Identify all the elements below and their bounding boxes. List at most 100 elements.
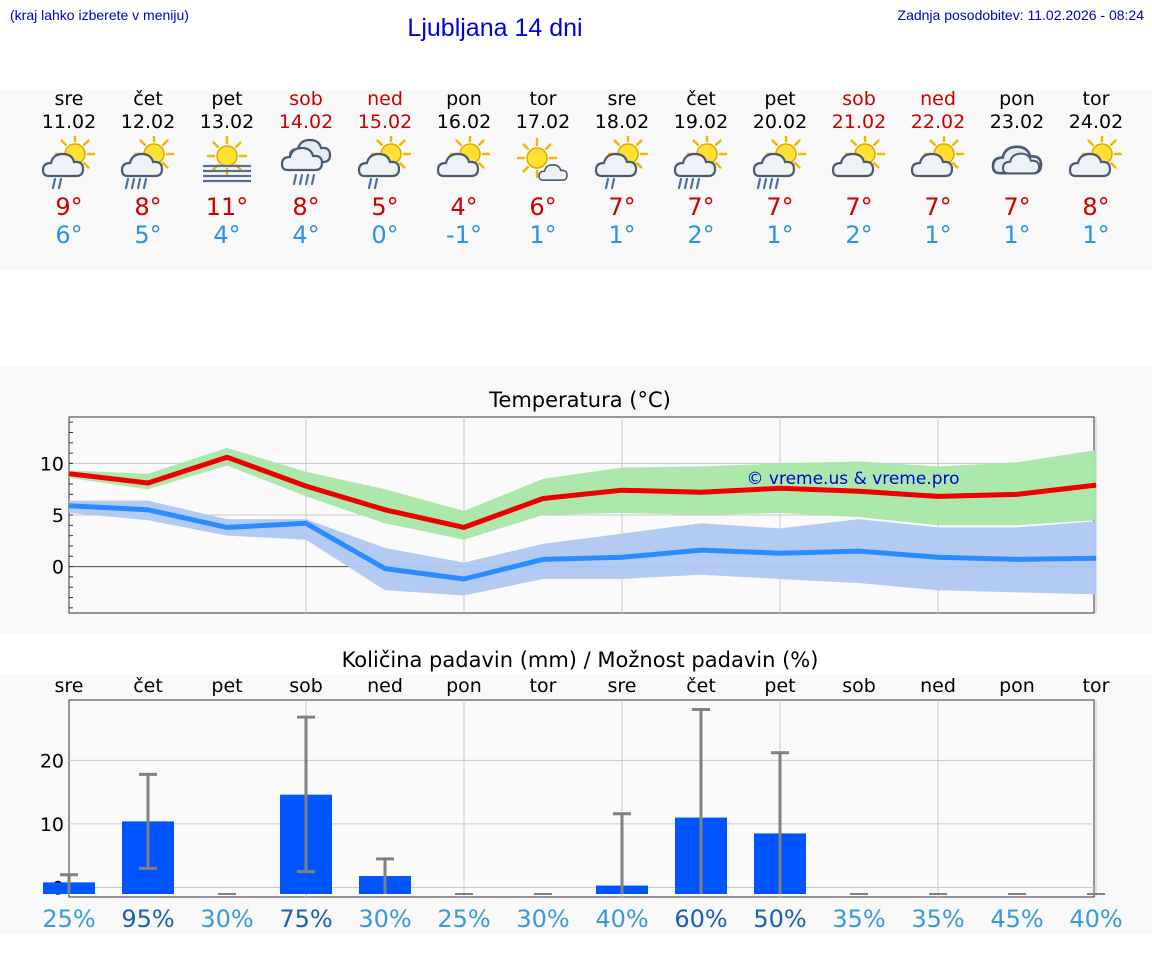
forecast-day: čet 19.02 7° 2° (661, 88, 741, 249)
min-temp: 0° (371, 221, 399, 249)
last-update: Zadnja posodobitev: 11.02.2026 - 08:24 (897, 7, 1144, 23)
forecast-day: ned 15.02 5° 0° (345, 88, 425, 249)
forecast-day: pet 20.02 7° 1° (740, 88, 820, 249)
forecast-day: sob 21.02 7° 2° (819, 88, 899, 249)
max-temp: 8° (1082, 193, 1110, 221)
precip-probability: 30% (200, 905, 253, 933)
date-label: 13.02 (199, 111, 255, 133)
min-temp: 1° (766, 221, 794, 249)
x-tick-label: pon (999, 675, 1035, 697)
date-label: 18.02 (594, 111, 650, 133)
min-temp: 1° (1003, 221, 1031, 249)
forecast-day: ned 22.02 7° 1° (898, 88, 978, 249)
precip-probability: 45% (990, 905, 1043, 933)
min-temp: 4° (213, 221, 241, 249)
date-label: 12.02 (120, 111, 176, 133)
date-label: 19.02 (673, 111, 729, 133)
x-tick-label: sre (608, 675, 637, 697)
x-tick-label: tor (1083, 675, 1110, 697)
max-temp: 11° (205, 193, 249, 221)
x-tick-label: sob (289, 675, 323, 697)
precip-probability: 95% (121, 905, 174, 933)
min-temp: 1° (608, 221, 636, 249)
sun-cloud-heavy-rain-icon (740, 136, 820, 192)
date-label: 20.02 (752, 111, 808, 133)
weekday-label: sob (289, 88, 323, 110)
x-tick-label: ned (367, 675, 403, 697)
max-temp: 7° (1003, 193, 1031, 221)
precip-probability: 25% (42, 905, 95, 933)
sun-fog-icon (187, 136, 267, 192)
max-temp: 7° (687, 193, 715, 221)
forecast-day: pon 23.02 7° 1° (977, 88, 1057, 249)
date-label: 11.02 (41, 111, 97, 133)
y-tick-label: 10 (40, 453, 64, 475)
precip-probability: 40% (595, 905, 648, 933)
precip-probability: 30% (358, 905, 411, 933)
x-tick-label: čet (686, 675, 716, 697)
weekday-label: sre (607, 88, 637, 110)
max-temp-line (68, 454, 1097, 530)
forecast-day: pon 16.02 4° -1° (424, 88, 504, 249)
min-temp: 2° (687, 221, 715, 249)
date-label: 15.02 (357, 111, 413, 133)
sun-cloud-icon (898, 136, 978, 192)
min-temp: 2° (845, 221, 873, 249)
precip-probability: 75% (279, 905, 332, 933)
precipitation-chart-title: Količina padavin (mm) / Možnost padavin … (341, 648, 819, 672)
forecast-day: sob 14.02 8° 4° (266, 88, 346, 249)
precip-probability: 40% (1069, 905, 1122, 933)
weekday-label: ned (920, 88, 956, 110)
sun-cloud-rain-icon (582, 136, 662, 192)
forecast-day: sre 11.02 9° 6° (29, 88, 109, 249)
max-temp: 5° (371, 193, 399, 221)
precip-probability: 60% (674, 905, 727, 933)
location-hint: (kraj lahko izberete v meniju) (10, 7, 189, 23)
precip-probability: 35% (911, 905, 964, 933)
precipitation-chart: sre čet pet sob ned pon tor sre čet pet sob ned pon t… (40, 675, 1123, 933)
temperature-chart-title: Temperatura (°C) (489, 388, 671, 412)
x-tick-label: pon (446, 675, 482, 697)
min-temp: 5° (134, 221, 162, 249)
precip-probability: 50% (753, 905, 806, 933)
y-tick-label: 20 (40, 750, 64, 772)
y-tick-label: 5 (52, 505, 64, 527)
weekday-label: čet (686, 88, 716, 110)
max-temp: 7° (845, 193, 873, 221)
x-tick-label: pet (211, 675, 242, 697)
max-temp: 6° (529, 193, 557, 221)
precip-probability: 30% (516, 905, 569, 933)
max-temp: 4° (450, 193, 478, 221)
sun-cloud-icon (819, 136, 899, 192)
date-label: 23.02 (989, 111, 1045, 133)
weekday-label: čet (133, 88, 163, 110)
sun-cloud-icon (424, 136, 504, 192)
max-temp: 7° (608, 193, 636, 221)
weekday-label: pet (764, 88, 796, 110)
x-tick-label: sob (842, 675, 876, 697)
sun-cloud-rain-icon (345, 136, 425, 192)
date-label: 24.02 (1068, 111, 1124, 133)
weekday-label: pet (211, 88, 243, 110)
cloud-icon (977, 136, 1057, 192)
temperature-chart: 0 5 10 © vreme.us & vreme.pro (40, 416, 1097, 614)
precip-probability: 25% (437, 905, 490, 933)
precip-probability: 35% (832, 905, 885, 933)
x-tick-label: tor (530, 675, 557, 697)
date-label: 22.02 (910, 111, 966, 133)
forecast-day: tor 17.02 6° 1° (503, 88, 583, 249)
x-tick-label: čet (133, 675, 163, 697)
min-temp-line (68, 503, 1097, 582)
forecast-day: sre 18.02 7° 1° (582, 88, 662, 249)
min-temp: 4° (292, 221, 320, 249)
min-temp-band (69, 500, 1096, 596)
weekday-label: ned (367, 88, 403, 110)
max-temp: 9° (55, 193, 83, 221)
sun-cloud-heavy-rain-icon (661, 136, 741, 192)
min-temp: -1° (446, 221, 482, 249)
weekday-label: tor (529, 88, 557, 110)
plot-area (68, 699, 1095, 898)
min-temp: 1° (1082, 221, 1110, 249)
cloud-rain-icon (266, 136, 346, 192)
forecast-day: pet 13.02 11° 4° (187, 88, 267, 249)
